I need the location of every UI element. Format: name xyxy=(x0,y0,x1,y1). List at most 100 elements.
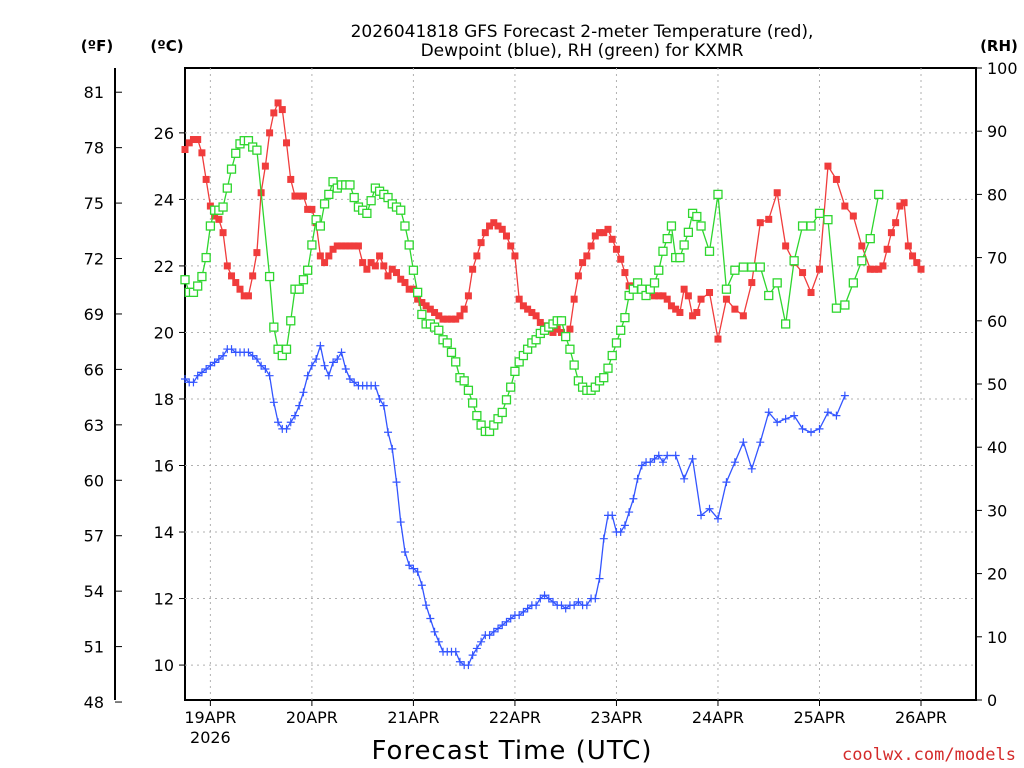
dewpoint-point xyxy=(705,504,714,513)
temperature-point xyxy=(524,305,532,313)
rh-axis: 0 10 20 30 40 50 60 70 80 90 100 xyxy=(976,59,1018,710)
temperature-point xyxy=(490,219,498,227)
celsius-tick-label: 20 xyxy=(154,323,174,342)
temperature-point xyxy=(397,275,405,283)
rh-point xyxy=(451,357,461,367)
rh-point xyxy=(569,360,579,370)
temperature-point xyxy=(308,205,316,213)
dewpoint-point xyxy=(549,597,558,606)
temperature-point xyxy=(782,242,790,250)
temperature-point xyxy=(261,162,269,170)
temperature-point xyxy=(536,318,544,326)
rh-point xyxy=(442,338,452,348)
temperature-point xyxy=(278,106,286,114)
dewpoint-point xyxy=(197,368,206,377)
rh-point xyxy=(620,312,630,323)
rh-point xyxy=(506,382,516,392)
temperature-point xyxy=(621,269,629,277)
temperature-point xyxy=(892,219,900,227)
dewpoint-point xyxy=(544,594,553,603)
rh-point xyxy=(692,211,702,222)
celsius-tick-label: 16 xyxy=(154,456,174,475)
fahrenheit-tick-label: 75 xyxy=(84,194,104,213)
x-tick-label: 21APR xyxy=(387,708,439,727)
temperature-point xyxy=(672,305,680,313)
dewpoint-point xyxy=(773,418,782,427)
temperature-point xyxy=(566,325,574,333)
temperature-point xyxy=(447,315,455,323)
temperature-point xyxy=(481,229,489,237)
fahrenheit-tick-label: 78 xyxy=(84,139,104,158)
temperature-point xyxy=(519,302,527,310)
dewpoint-point xyxy=(840,391,849,400)
temperature-point xyxy=(596,229,604,237)
temperature-point xyxy=(591,232,599,240)
temperature-point xyxy=(244,292,252,300)
rh-point xyxy=(231,148,241,158)
temperature-point xyxy=(680,285,688,293)
temperature-point xyxy=(697,295,705,303)
temperature-point xyxy=(866,265,874,273)
temperature-point xyxy=(600,229,608,237)
dewpoint-point xyxy=(730,458,739,467)
dewpoint-point xyxy=(540,591,549,600)
temperature-point xyxy=(367,259,375,267)
temperature-point xyxy=(211,212,219,220)
temperature-point xyxy=(498,225,506,233)
temperature-point xyxy=(431,308,439,316)
celsius-tick-label: 22 xyxy=(154,257,174,276)
temperature-point xyxy=(667,302,675,310)
dewpoint-point xyxy=(451,647,460,656)
rh-point xyxy=(556,316,567,326)
rh-point xyxy=(565,344,575,354)
temperature-point xyxy=(342,242,350,250)
rh-point xyxy=(874,189,884,200)
x-tick-label: 19APR xyxy=(184,708,236,727)
temperature-point xyxy=(194,136,202,144)
dewpoint-point xyxy=(430,627,439,636)
fahrenheit-tick-label: 81 xyxy=(84,83,104,102)
dewpoint-point xyxy=(181,375,189,384)
dewpoint-point xyxy=(303,371,312,380)
dewpoint-point xyxy=(210,358,219,367)
rh-tick-label: 80 xyxy=(987,185,1007,204)
fahrenheit-tick-label: 60 xyxy=(84,471,104,490)
temperature-point xyxy=(181,145,189,153)
temperature-point xyxy=(587,242,595,250)
rh-point xyxy=(404,240,414,250)
temperature-point xyxy=(473,252,481,260)
temperature-point xyxy=(900,199,908,207)
dewpoint-point xyxy=(269,398,278,407)
dewpoint-point xyxy=(591,594,600,603)
x-axis-label: Forecast Time (UTC) xyxy=(371,736,652,766)
rh-point xyxy=(180,275,190,285)
chart-title-line2: Dewpoint (blue), RH (green) for KXMR xyxy=(421,41,744,61)
dewpoint-point xyxy=(608,511,617,520)
rh-point xyxy=(713,189,723,200)
dewpoint-point xyxy=(227,345,236,354)
rh-point xyxy=(840,300,850,310)
rh-point xyxy=(848,278,858,288)
rh-point xyxy=(298,275,309,285)
temperature-point xyxy=(870,265,878,273)
temperature-point xyxy=(384,272,392,280)
temperature-point xyxy=(350,242,358,250)
celsius-tick-label: 26 xyxy=(154,124,174,143)
rh-point xyxy=(226,164,237,174)
dewpoint-point xyxy=(654,451,663,460)
rh-point xyxy=(252,145,262,155)
fahrenheit-axis-label: (ºF) xyxy=(81,37,113,55)
dewpoint-point xyxy=(790,411,799,420)
dewpoint-point xyxy=(248,351,257,360)
temperature-point xyxy=(799,269,807,277)
temperature-point xyxy=(904,242,912,250)
temperature-point xyxy=(249,272,257,280)
temperature-point xyxy=(659,292,667,300)
temperature-line xyxy=(184,101,922,340)
rh-point xyxy=(501,395,512,405)
rh-point xyxy=(294,284,304,294)
x-tick-sublabel: 2026 xyxy=(190,728,231,747)
temperature-point xyxy=(422,302,430,310)
dewpoint-point xyxy=(392,478,401,487)
watermark[interactable]: coolwx.com/models xyxy=(842,745,1016,765)
